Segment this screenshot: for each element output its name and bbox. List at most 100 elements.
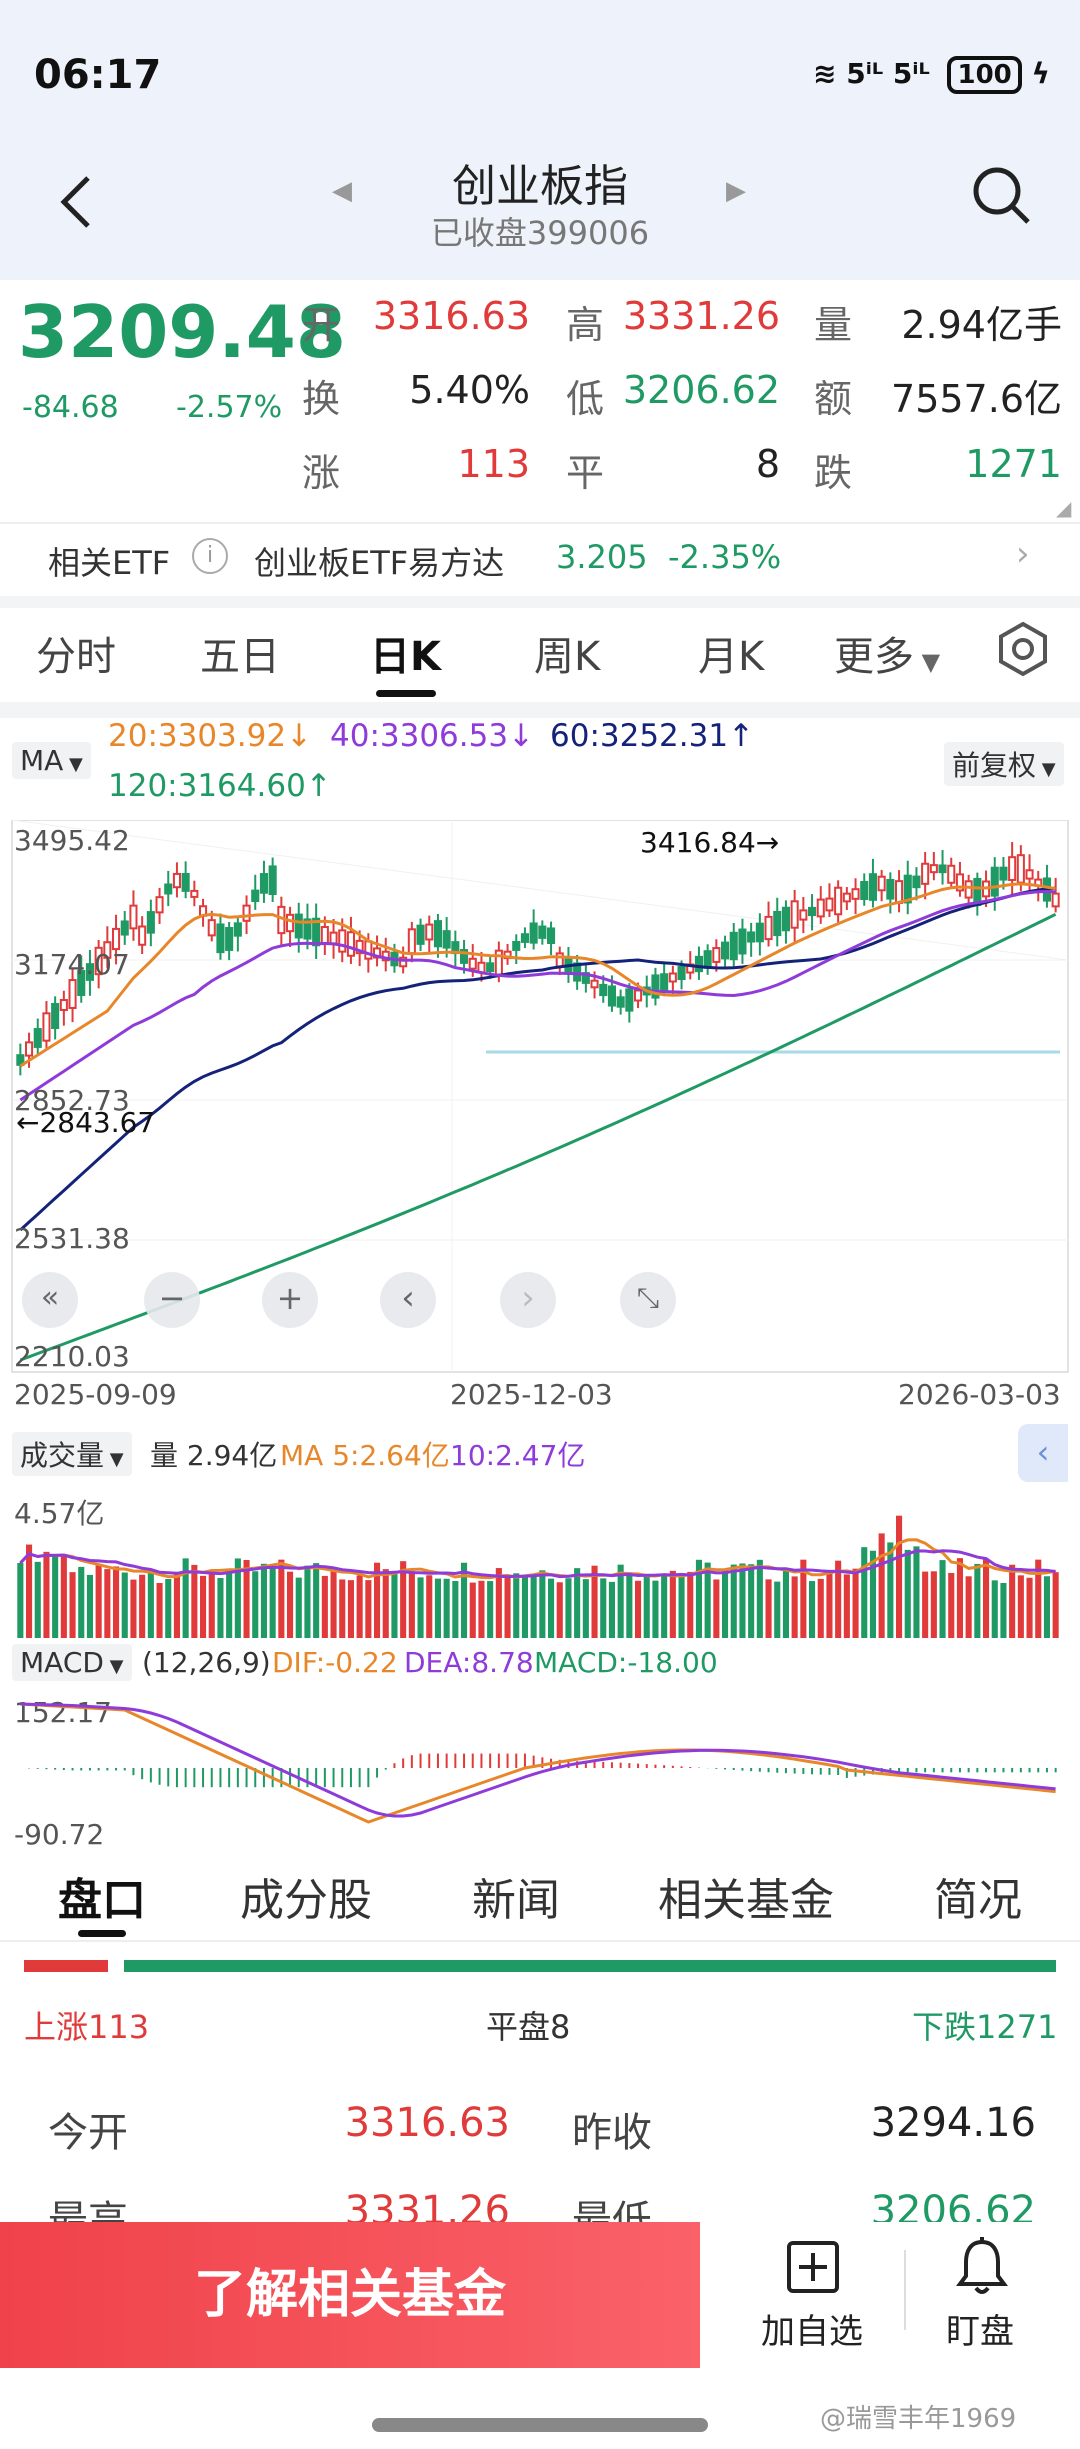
- volume-bar: [365, 1580, 372, 1638]
- candle: [851, 888, 860, 900]
- bell-icon[interactable]: [956, 2236, 1008, 2296]
- candle: [259, 873, 268, 894]
- price-adjust-select[interactable]: 前复权 ▼: [944, 742, 1064, 786]
- turnover-label: 换: [302, 377, 341, 421]
- candle: [660, 973, 669, 991]
- macd-top-label: 152.17: [14, 1696, 112, 1729]
- scroll-left-icon[interactable]: ‹: [380, 1272, 436, 1328]
- tab-intraday[interactable]: 分时: [36, 634, 116, 680]
- macd-value: MACD:-18.00: [534, 1646, 718, 1679]
- related-etf-row[interactable]: [0, 522, 1080, 594]
- etf-price: 3.205: [556, 538, 648, 576]
- candle: [529, 922, 538, 944]
- rewind-icon[interactable]: «: [22, 1272, 78, 1328]
- market-status: 已收盘399006: [430, 214, 650, 252]
- tab-daily-k[interactable]: 日K: [370, 634, 441, 680]
- collapse-panel-icon[interactable]: ‹: [1018, 1424, 1068, 1482]
- kline-chart[interactable]: [0, 820, 1080, 1380]
- candle: [512, 941, 521, 951]
- volume-bar: [843, 1574, 850, 1638]
- add-watchlist-label[interactable]: 加自选: [761, 2312, 863, 2352]
- macd-dea-line: [20, 1702, 1056, 1818]
- candle: [164, 883, 173, 895]
- candle: [155, 896, 164, 914]
- candle: [225, 927, 234, 951]
- tab-related-funds[interactable]: 相关基金: [658, 1875, 834, 1926]
- volume-indicator-select[interactable]: 成交量 ▼: [12, 1432, 132, 1476]
- candle: [895, 880, 904, 904]
- volume-bar: [956, 1558, 963, 1638]
- candle: [555, 952, 564, 968]
- prev-close-value: 3294.16: [870, 2100, 1036, 2146]
- chevron-right-icon[interactable]: ›: [1016, 534, 1030, 574]
- tab-five-day[interactable]: 五日: [200, 634, 280, 680]
- fullscreen-icon[interactable]: ⤡: [620, 1272, 676, 1328]
- ma20-legend: 20:3303.92↓: [108, 718, 313, 754]
- candle: [799, 909, 808, 921]
- search-icon[interactable]: [970, 164, 1032, 226]
- volume-bar: [339, 1579, 346, 1638]
- scroll-right-icon[interactable]: ›: [500, 1272, 556, 1328]
- volume-bar: [400, 1561, 407, 1638]
- settings-icon[interactable]: [994, 620, 1052, 678]
- volume-bar: [139, 1574, 146, 1638]
- watch-label[interactable]: 盯盘: [946, 2312, 1014, 2352]
- volume-bar: [904, 1549, 911, 1638]
- volume-bar: [1000, 1582, 1007, 1638]
- volume-bar: [461, 1562, 468, 1638]
- volume-ma5: MA 5:2.64亿: [280, 1439, 450, 1472]
- candle: [42, 1012, 51, 1042]
- volume-bar: [722, 1569, 729, 1638]
- next-index-icon[interactable]: ▶: [726, 176, 746, 206]
- zoom-in-icon[interactable]: +: [262, 1272, 318, 1328]
- today-open-value: 3316.63: [344, 2100, 510, 2146]
- candle: [216, 923, 225, 954]
- low-value: 3206.62: [622, 368, 780, 412]
- macd-indicator-select[interactable]: MACD ▼: [12, 1644, 132, 1681]
- volume-bar: [913, 1546, 920, 1638]
- tab-monthly-k[interactable]: 月K: [698, 634, 765, 680]
- tab-active-indicator: [376, 690, 436, 697]
- tab-constituents[interactable]: 成分股: [240, 1875, 372, 1926]
- volume-bar: [774, 1581, 781, 1638]
- tab-news[interactable]: 新闻: [472, 1875, 560, 1926]
- volume-bar: [34, 1561, 41, 1638]
- volume-bar: [252, 1571, 259, 1638]
- tab-more[interactable]: 更多 ▼: [834, 624, 940, 682]
- volume-bar: [1035, 1559, 1042, 1638]
- volume-bar: [391, 1572, 398, 1638]
- prev-index-icon[interactable]: ◀: [332, 176, 352, 206]
- volume-chip-label: 成交量: [20, 1439, 105, 1472]
- tab-weekly-k[interactable]: 周K: [534, 634, 601, 680]
- tab-order-book[interactable]: 盘口: [58, 1875, 146, 1926]
- candle: [112, 927, 121, 951]
- volume-bar: [791, 1576, 798, 1638]
- back-icon[interactable]: [56, 172, 96, 232]
- volume-bar: [730, 1564, 737, 1638]
- ma-indicator-select[interactable]: MA ▼: [12, 742, 91, 779]
- volume-bar: [287, 1571, 294, 1638]
- today-open-label: 今开: [48, 2110, 128, 2156]
- candle: [433, 920, 442, 948]
- ma40-line: [19, 889, 1056, 1102]
- zoom-out-icon[interactable]: −: [144, 1272, 200, 1328]
- candle: [712, 947, 721, 963]
- volume-bar: [191, 1564, 198, 1638]
- learn-funds-button[interactable]: 了解相关基金: [0, 2222, 700, 2368]
- volume-bar: [1052, 1572, 1059, 1638]
- home-indicator[interactable]: [372, 2418, 708, 2432]
- candle: [599, 983, 608, 997]
- price-change-pct: -2.57%: [176, 390, 283, 425]
- candle: [781, 906, 790, 932]
- volume-bar: [878, 1533, 885, 1638]
- breadth-down-label: 下跌1271: [912, 2008, 1058, 2046]
- candle: [251, 889, 260, 903]
- candle: [268, 865, 277, 896]
- volume-bar: [643, 1576, 650, 1638]
- expand-corner-icon[interactable]: ◢: [1056, 496, 1072, 520]
- add-watchlist-icon[interactable]: [786, 2240, 840, 2294]
- info-icon[interactable]: i: [192, 538, 228, 574]
- volume-bar: [922, 1571, 929, 1638]
- volume-bar: [887, 1542, 894, 1638]
- tab-profile[interactable]: 简况: [934, 1875, 1022, 1926]
